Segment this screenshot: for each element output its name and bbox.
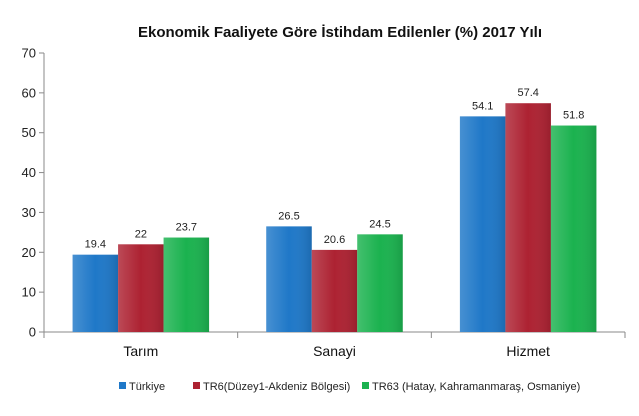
legend-swatch [193,382,200,389]
data-label: 54.1 [472,100,493,112]
data-label: 22 [135,228,147,240]
legend-swatch [119,382,126,389]
data-label: 26.5 [278,210,299,222]
bar-shading [357,234,403,332]
legend-label: TR63 (Hatay, Kahramanmaraş, Osmaniye) [372,381,580,393]
x-tick-label: Hizmet [506,343,550,359]
y-tick-label: 10 [22,285,36,300]
bar-shading [163,237,210,332]
legend-label: TR6(Düzey1-Akdeniz Bölgesi) [203,381,350,393]
data-label: 20.6 [324,234,345,246]
y-tick-label: 0 [29,325,36,340]
y-tick-label: 40 [22,165,36,180]
bar-shading [266,226,312,332]
bar-shading [505,103,551,332]
data-label: 57.4 [517,87,538,99]
bar-shading [72,254,119,332]
y-tick-label: 60 [22,85,36,100]
bar-shading [459,116,506,332]
data-label: 51.8 [563,110,584,122]
legend-label: Türkiye [129,381,165,393]
x-tick-label: Sanayi [313,343,356,359]
y-tick-label: 50 [22,125,36,140]
chart-title: Ekonomik Faaliyete Göre İstihdam Edilenl… [138,24,542,41]
bar-shading [118,244,164,332]
data-label: 24.5 [369,218,390,230]
y-tick-label: 20 [22,245,36,260]
data-label: 19.4 [85,239,106,251]
legend-swatch [362,382,369,389]
legend: Türkiye TR6(Düzey1-Akdeniz Bölgesi) TR63 (… [119,381,580,393]
y-tick-label: 70 [22,46,36,61]
bar-shading [550,125,597,332]
bars: 19.4 26.5 54.1 22 20.6 57.4 23.7 24.5 51.8 [72,87,597,332]
y-tick-label: 30 [22,205,36,220]
bar-shading [311,249,358,332]
x-tick-label: Tarım [123,343,158,359]
data-label: 23.7 [176,222,197,234]
